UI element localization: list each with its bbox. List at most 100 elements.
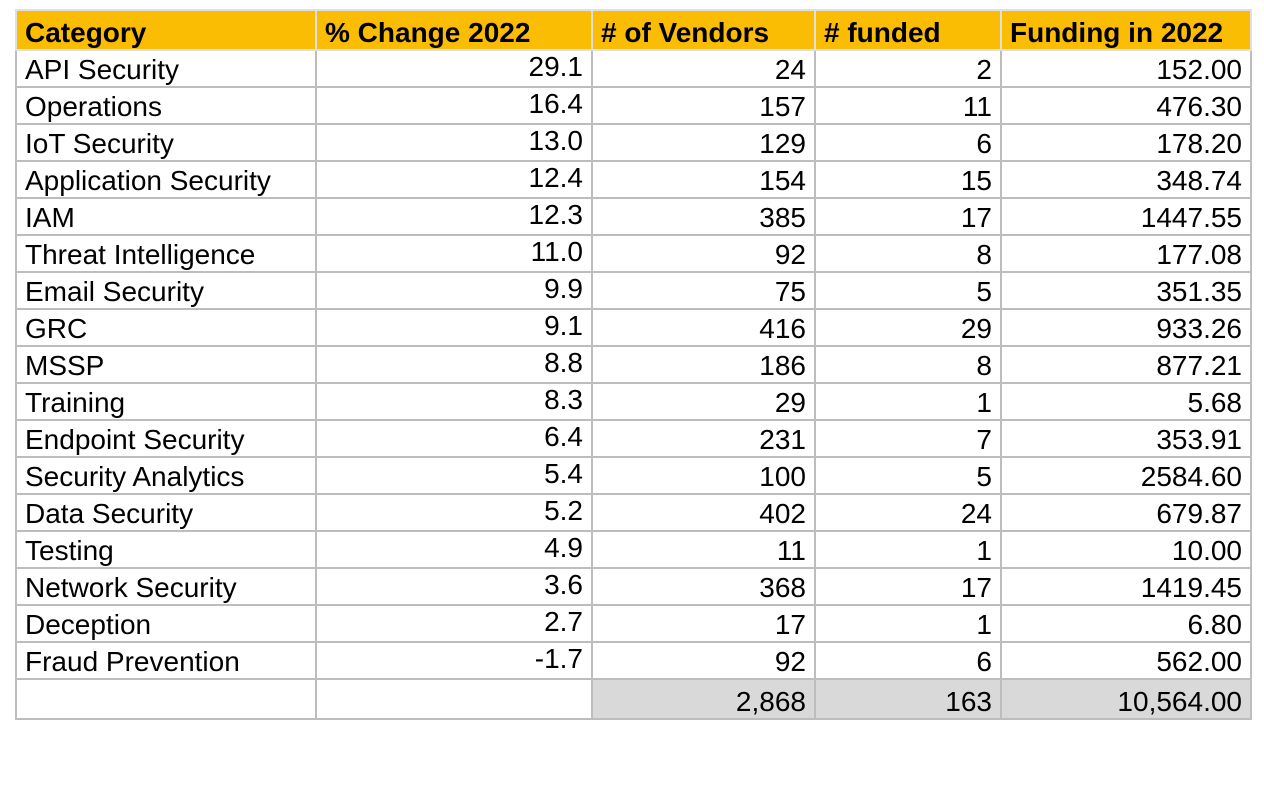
- table-row: Deception 2.7 17 1 6.80: [15, 604, 1252, 643]
- category-cell[interactable]: Endpoint Security: [15, 419, 317, 458]
- table-row: IAM 12.3 385 17 1447.55: [15, 197, 1252, 236]
- pct-change-cell[interactable]: 8.8: [315, 345, 593, 384]
- funding-cell[interactable]: 351.35: [1000, 271, 1252, 310]
- vendors-cell[interactable]: 368: [591, 567, 816, 606]
- funded-cell[interactable]: 1: [814, 530, 1002, 569]
- funding-cell[interactable]: 6.80: [1000, 604, 1252, 643]
- funded-cell[interactable]: 11: [814, 86, 1002, 125]
- total-category-cell[interactable]: [15, 678, 317, 720]
- vendors-cell[interactable]: 24: [591, 49, 816, 88]
- funding-cell[interactable]: 10.00: [1000, 530, 1252, 569]
- funded-cell[interactable]: 29: [814, 308, 1002, 347]
- header-pct-change[interactable]: % Change 2022: [315, 9, 593, 51]
- category-cell[interactable]: API Security: [15, 49, 317, 88]
- vendors-cell[interactable]: 416: [591, 308, 816, 347]
- funding-cell[interactable]: 933.26: [1000, 308, 1252, 347]
- vendors-cell[interactable]: 402: [591, 493, 816, 532]
- funded-cell[interactable]: 1: [814, 604, 1002, 643]
- category-cell[interactable]: Threat Intelligence: [15, 234, 317, 273]
- vendors-cell[interactable]: 17: [591, 604, 816, 643]
- funded-cell[interactable]: 5: [814, 271, 1002, 310]
- funding-cell[interactable]: 562.00: [1000, 641, 1252, 680]
- category-cell[interactable]: Application Security: [15, 160, 317, 199]
- pct-change-cell[interactable]: 29.1: [315, 49, 593, 88]
- funding-cell[interactable]: 1419.45: [1000, 567, 1252, 606]
- vendors-cell[interactable]: 231: [591, 419, 816, 458]
- pct-change-cell[interactable]: 11.0: [315, 234, 593, 273]
- vendors-cell[interactable]: 129: [591, 123, 816, 162]
- category-cell[interactable]: Security Analytics: [15, 456, 317, 495]
- total-pct-cell[interactable]: [315, 678, 593, 720]
- pct-change-cell[interactable]: 4.9: [315, 530, 593, 569]
- funded-cell[interactable]: 5: [814, 456, 1002, 495]
- table-row: Application Security 12.4 154 15 348.74: [15, 160, 1252, 199]
- category-cell[interactable]: Email Security: [15, 271, 317, 310]
- pct-change-cell[interactable]: 5.4: [315, 456, 593, 495]
- header-funded[interactable]: # funded: [814, 9, 1002, 51]
- vendors-cell[interactable]: 92: [591, 234, 816, 273]
- header-funding[interactable]: Funding in 2022: [1000, 9, 1252, 51]
- category-cell[interactable]: MSSP: [15, 345, 317, 384]
- funded-cell[interactable]: 15: [814, 160, 1002, 199]
- pct-change-cell[interactable]: 13.0: [315, 123, 593, 162]
- total-funding-cell[interactable]: 10,564.00: [1000, 678, 1252, 720]
- vendors-cell[interactable]: 157: [591, 86, 816, 125]
- funded-cell[interactable]: 24: [814, 493, 1002, 532]
- pct-change-cell[interactable]: 3.6: [315, 567, 593, 606]
- funded-cell[interactable]: 1: [814, 382, 1002, 421]
- category-cell[interactable]: Data Security: [15, 493, 317, 532]
- category-cell[interactable]: Network Security: [15, 567, 317, 606]
- funded-cell[interactable]: 17: [814, 567, 1002, 606]
- funded-cell[interactable]: 8: [814, 234, 1002, 273]
- vendors-cell[interactable]: 29: [591, 382, 816, 421]
- pct-change-cell[interactable]: 12.4: [315, 160, 593, 199]
- funding-cell[interactable]: 5.68: [1000, 382, 1252, 421]
- vendors-cell[interactable]: 385: [591, 197, 816, 236]
- vendors-cell[interactable]: 92: [591, 641, 816, 680]
- pct-change-cell[interactable]: 2.7: [315, 604, 593, 643]
- funding-cell[interactable]: 177.08: [1000, 234, 1252, 273]
- category-cell[interactable]: Training: [15, 382, 317, 421]
- header-row: Category % Change 2022 # of Vendors # fu…: [15, 9, 1252, 51]
- vendors-cell[interactable]: 75: [591, 271, 816, 310]
- category-cell[interactable]: Operations: [15, 86, 317, 125]
- table-row: Data Security 5.2 402 24 679.87: [15, 493, 1252, 532]
- category-cell[interactable]: Deception: [15, 604, 317, 643]
- vendors-cell[interactable]: 11: [591, 530, 816, 569]
- category-cell[interactable]: IAM: [15, 197, 317, 236]
- funded-cell[interactable]: 6: [814, 641, 1002, 680]
- vendors-cell[interactable]: 154: [591, 160, 816, 199]
- pct-change-cell[interactable]: 16.4: [315, 86, 593, 125]
- funding-cell[interactable]: 476.30: [1000, 86, 1252, 125]
- pct-change-cell[interactable]: 12.3: [315, 197, 593, 236]
- category-cell[interactable]: Testing: [15, 530, 317, 569]
- funding-cell[interactable]: 2584.60: [1000, 456, 1252, 495]
- funding-cell[interactable]: 348.74: [1000, 160, 1252, 199]
- header-category[interactable]: Category: [15, 9, 317, 51]
- funding-cell[interactable]: 1447.55: [1000, 197, 1252, 236]
- total-funded-cell[interactable]: 163: [814, 678, 1002, 720]
- category-cell[interactable]: IoT Security: [15, 123, 317, 162]
- funding-cell[interactable]: 679.87: [1000, 493, 1252, 532]
- category-cell[interactable]: Fraud Prevention: [15, 641, 317, 680]
- pct-change-cell[interactable]: 9.9: [315, 271, 593, 310]
- funded-cell[interactable]: 8: [814, 345, 1002, 384]
- vendors-cell[interactable]: 186: [591, 345, 816, 384]
- pct-change-cell[interactable]: 8.3: [315, 382, 593, 421]
- vendors-cell[interactable]: 100: [591, 456, 816, 495]
- funded-cell[interactable]: 7: [814, 419, 1002, 458]
- funding-cell[interactable]: 152.00: [1000, 49, 1252, 88]
- pct-change-cell[interactable]: -1.7: [315, 641, 593, 680]
- category-cell[interactable]: GRC: [15, 308, 317, 347]
- funding-cell[interactable]: 178.20: [1000, 123, 1252, 162]
- funded-cell[interactable]: 2: [814, 49, 1002, 88]
- funding-cell[interactable]: 877.21: [1000, 345, 1252, 384]
- funded-cell[interactable]: 17: [814, 197, 1002, 236]
- header-vendors[interactable]: # of Vendors: [591, 9, 816, 51]
- pct-change-cell[interactable]: 9.1: [315, 308, 593, 347]
- funded-cell[interactable]: 6: [814, 123, 1002, 162]
- funding-cell[interactable]: 353.91: [1000, 419, 1252, 458]
- total-vendors-cell[interactable]: 2,868: [591, 678, 816, 720]
- pct-change-cell[interactable]: 6.4: [315, 419, 593, 458]
- pct-change-cell[interactable]: 5.2: [315, 493, 593, 532]
